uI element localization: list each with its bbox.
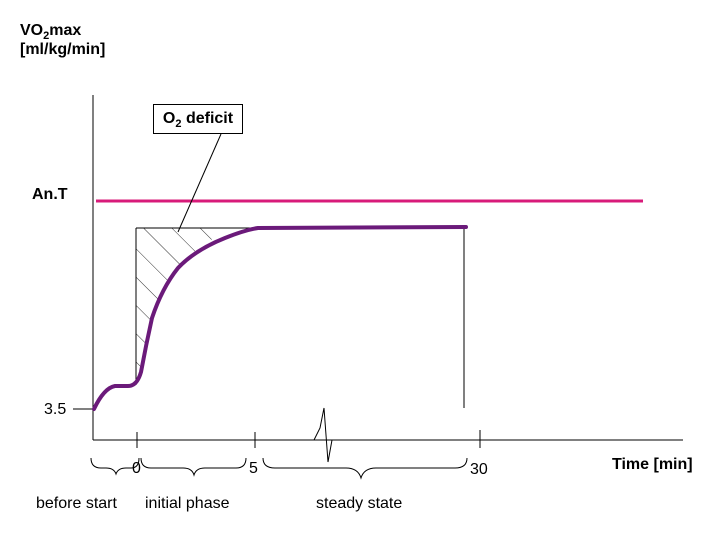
tick-label-0: 0	[132, 460, 141, 477]
brace-before-start	[90, 457, 140, 476]
deficit-hatch	[136, 228, 215, 385]
tick-label-30: 30	[470, 461, 488, 478]
tick-label-5: 5	[249, 460, 258, 477]
brace-initial-phase	[140, 457, 247, 477]
brace-steady-state	[262, 457, 468, 480]
baseline-label: 3.5	[44, 401, 67, 418]
x-axis-title: Time [min]	[612, 456, 693, 473]
phase-before-start: before start	[36, 495, 117, 512]
threshold-label: An.T	[32, 186, 68, 203]
vo2-curve	[92, 225, 468, 411]
phase-steady-state: steady state	[316, 495, 403, 512]
deficit-pointer	[177, 133, 222, 233]
y-axis-title: VO2max	[20, 22, 82, 42]
phase-initial: initial phase	[145, 495, 230, 512]
o2-deficit-label: O2 deficit	[153, 104, 243, 134]
y-axis-unit: [ml/kg/min]	[20, 41, 106, 58]
axis-break	[313, 407, 340, 463]
